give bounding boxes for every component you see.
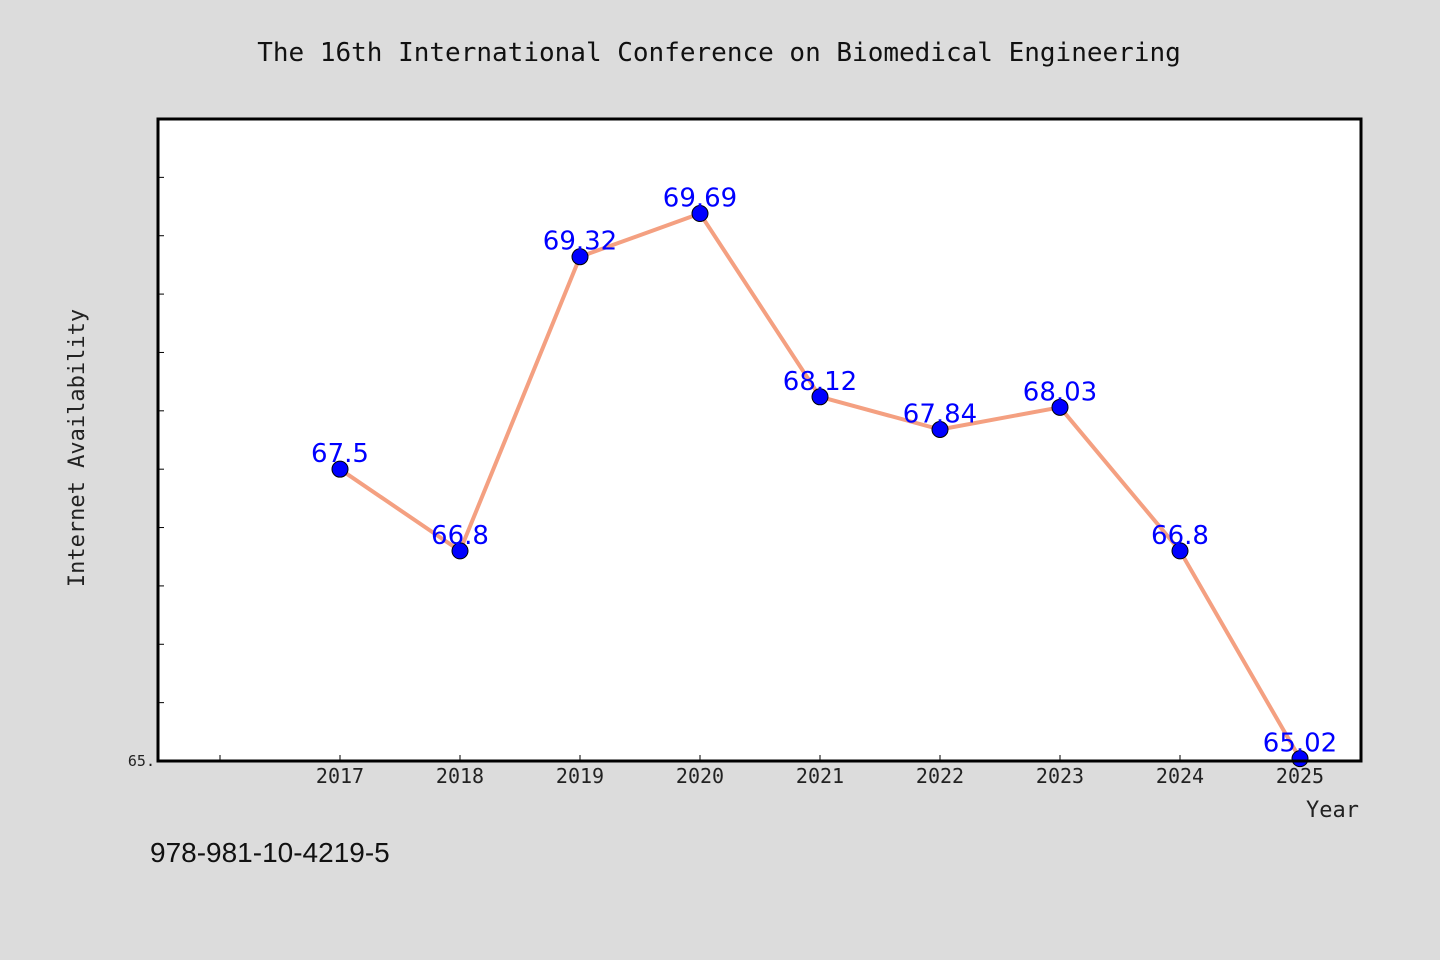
data-point xyxy=(1291,750,1309,768)
x-tick-label: 2019 xyxy=(556,764,604,788)
data-point xyxy=(331,460,349,478)
data-points xyxy=(331,205,1309,768)
x-tick-label: 2023 xyxy=(1036,764,1084,788)
x-tick-label: 2024 xyxy=(1156,764,1204,788)
data-point xyxy=(691,205,709,223)
data-label: 66.8 xyxy=(1151,521,1209,551)
x-axis-label: Year xyxy=(1306,798,1359,823)
data-label: 67.84 xyxy=(903,399,977,429)
data-label: 69.69 xyxy=(663,184,737,214)
data-point xyxy=(931,420,949,438)
chart-title: The 16th International Conference on Bio… xyxy=(257,38,1181,68)
data-point xyxy=(811,388,829,406)
x-tick-label: 2022 xyxy=(916,764,964,788)
data-label: 65.02 xyxy=(1263,729,1337,759)
data-label: 66.8 xyxy=(431,521,489,551)
data-label: 68.03 xyxy=(1023,377,1097,407)
y-axis-label: Internet Availability xyxy=(65,309,90,587)
x-tick-label: 2021 xyxy=(796,764,844,788)
x-ticks: 2017 2018 2019 2020 2021 2022 2023 2024 2025 xyxy=(219,755,1324,788)
x-tick-label: 2020 xyxy=(676,764,724,788)
x-tick-label: 2018 xyxy=(436,764,484,788)
data-point xyxy=(571,248,589,266)
plot-area xyxy=(158,119,1361,761)
data-point xyxy=(1051,398,1069,416)
data-label: 67.5 xyxy=(311,439,369,469)
x-tick-label: 2017 xyxy=(316,764,364,788)
data-point xyxy=(451,542,469,560)
data-labels: 67.5 66.8 69.32 69.69 68.12 67.84 68.03 66.8 65.… xyxy=(311,184,1337,759)
y-min-tick-label: 65. xyxy=(128,752,155,770)
data-label: 69.32 xyxy=(543,227,617,257)
plot-frame xyxy=(156,117,1363,763)
data-point xyxy=(1171,542,1189,560)
isbn-footer-note: 978-981-10-4219-5 xyxy=(150,837,390,868)
data-label: 68.12 xyxy=(783,367,857,397)
x-tick-label: 2025 xyxy=(1276,764,1324,788)
